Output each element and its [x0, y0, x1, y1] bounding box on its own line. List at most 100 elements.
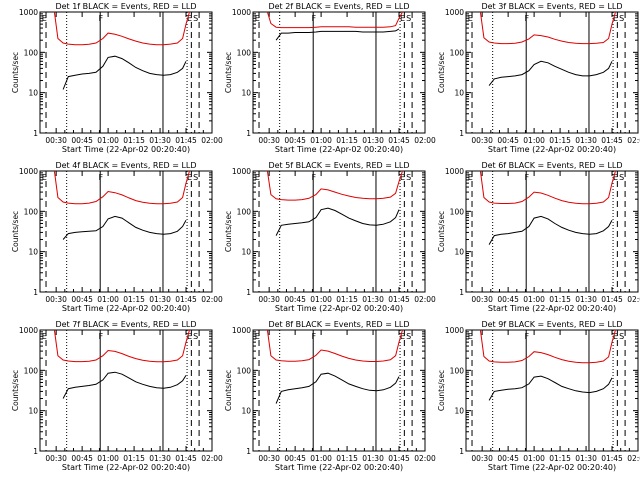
x-tick-label: 00:30 [45, 136, 67, 145]
panel-title: Det 5f BLACK = Events, RED = LLD [268, 161, 409, 170]
x-tick-label: 00:45 [497, 136, 519, 145]
x-tick-label: 02:00 [414, 295, 436, 304]
y-tick-label: 1000 [232, 8, 251, 17]
x-tick-label: 02:00 [201, 295, 223, 304]
x-tick-label: 01:15 [549, 295, 571, 304]
y-tick-label: 1000 [19, 8, 38, 17]
x-tick-label: 01:15 [549, 454, 571, 463]
y-axis-label: Counts/sec [224, 370, 233, 411]
x-axis-label: Start Time (22-Apr-02 00:20:40) [488, 463, 616, 472]
plot-frame [252, 329, 426, 452]
y-tick-label: 10 [454, 407, 464, 416]
y-tick-label: 1 [33, 447, 38, 456]
time-marker-label: F [524, 14, 529, 23]
x-tick-label: 01:00 [97, 136, 119, 145]
time-marker-label: E [187, 14, 192, 23]
lld-series-line [53, 170, 190, 205]
time-marker-label: E [400, 173, 405, 182]
x-tick-label: 01:00 [523, 136, 545, 145]
x-axis-label: Start Time (22-Apr-02 00:20:40) [275, 463, 403, 472]
detector-panel: Det 5f BLACK = Events, RED = LLD 1 10 100 10… [224, 161, 436, 313]
detector-panel: Det 3f BLACK = Events, RED = LLD 1 10 100 10… [437, 2, 640, 154]
x-tick-label: 00:30 [471, 295, 493, 304]
x-tick-label: 01:30 [575, 295, 597, 304]
x-tick-label: 02:00 [414, 136, 436, 145]
time-marker-label: E [400, 332, 405, 341]
x-tick-label: 02:00 [201, 454, 223, 463]
x-tick-label: 00:30 [258, 136, 280, 145]
lld-series-line [479, 11, 616, 45]
y-tick-label: 100 [24, 48, 39, 57]
y-tick-label: 1 [33, 129, 38, 138]
y-tick-label: 10 [28, 89, 38, 98]
plot-frame [39, 11, 213, 134]
detector-panel: Det 6f BLACK = Events, RED = LLD 1 10 100 10… [437, 161, 640, 313]
time-marker-label: E [255, 14, 260, 23]
x-tick-label: 01:00 [310, 136, 332, 145]
y-tick-label: 1 [33, 288, 38, 297]
y-axis-label: Counts/sec [11, 370, 20, 411]
events-series-line [275, 207, 400, 236]
y-tick-label: 10 [241, 248, 251, 257]
lld-series-line [266, 329, 403, 362]
x-tick-label: 01:45 [601, 136, 623, 145]
x-tick-label: 00:45 [497, 454, 519, 463]
x-axis-label: Start Time (22-Apr-02 00:20:40) [488, 304, 616, 313]
y-tick-label: 10 [454, 89, 464, 98]
y-tick-label: 100 [24, 207, 39, 216]
y-tick-label: 100 [237, 48, 252, 57]
x-tick-label: 00:45 [71, 136, 93, 145]
events-series-line [488, 215, 613, 245]
x-tick-label: 00:45 [71, 295, 93, 304]
panel-title: Det 2f BLACK = Events, RED = LLD [268, 2, 409, 11]
x-tick-label: 00:45 [284, 136, 306, 145]
time-marker-label: S [619, 332, 624, 341]
x-tick-label: 00:45 [284, 454, 306, 463]
time-marker-label: F [311, 14, 316, 23]
lld-series-line [53, 11, 190, 46]
detector-panel: Det 9f BLACK = Events, RED = LLD 1 10 100 10… [437, 320, 640, 472]
y-axis-label: Counts/sec [11, 52, 20, 93]
x-tick-label: 01:15 [336, 295, 358, 304]
time-marker-label: E [42, 332, 47, 341]
plot-frame [252, 170, 426, 293]
x-tick-label: 02:00 [627, 454, 640, 463]
time-marker-label: E [613, 14, 618, 23]
x-tick-label: 01:00 [523, 295, 545, 304]
events-series-line [275, 28, 400, 41]
x-tick-label: 00:30 [258, 454, 280, 463]
y-tick-label: 100 [450, 48, 465, 57]
detector-panel: Det 4f BLACK = Events, RED = LLD 1 10 100 10… [11, 161, 223, 313]
lld-series-line [479, 329, 616, 364]
events-series-line [488, 375, 613, 401]
x-tick-label: 00:30 [45, 454, 67, 463]
time-marker-label: E [468, 173, 473, 182]
x-tick-label: 00:30 [45, 295, 67, 304]
time-marker-label: S [619, 173, 624, 182]
x-tick-label: 01:30 [362, 454, 384, 463]
time-marker-label: F [98, 14, 103, 23]
x-axis-label: Start Time (22-Apr-02 00:20:40) [275, 145, 403, 154]
events-series-line [62, 215, 187, 240]
x-axis-label: Start Time (22-Apr-02 00:20:40) [62, 304, 190, 313]
x-tick-label: 01:15 [123, 454, 145, 463]
x-tick-label: 01:15 [336, 454, 358, 463]
panel-title: Det 7f BLACK = Events, RED = LLD [55, 320, 196, 329]
y-tick-label: 10 [241, 89, 251, 98]
x-tick-label: 00:30 [258, 295, 280, 304]
x-tick-label: 01:15 [336, 136, 358, 145]
time-marker-label: F [98, 332, 103, 341]
lld-series-line [479, 170, 616, 205]
time-marker-label: E [468, 332, 473, 341]
time-marker-label: E [255, 173, 260, 182]
y-tick-label: 1000 [445, 326, 464, 335]
x-tick-label: 01:15 [123, 295, 145, 304]
x-tick-label: 01:45 [175, 295, 197, 304]
x-tick-label: 01:00 [523, 454, 545, 463]
x-tick-label: 01:30 [149, 295, 171, 304]
y-tick-label: 1000 [232, 167, 251, 176]
time-marker-label: E [468, 14, 473, 23]
time-marker-label: E [613, 173, 618, 182]
time-marker-label: S [193, 173, 198, 182]
